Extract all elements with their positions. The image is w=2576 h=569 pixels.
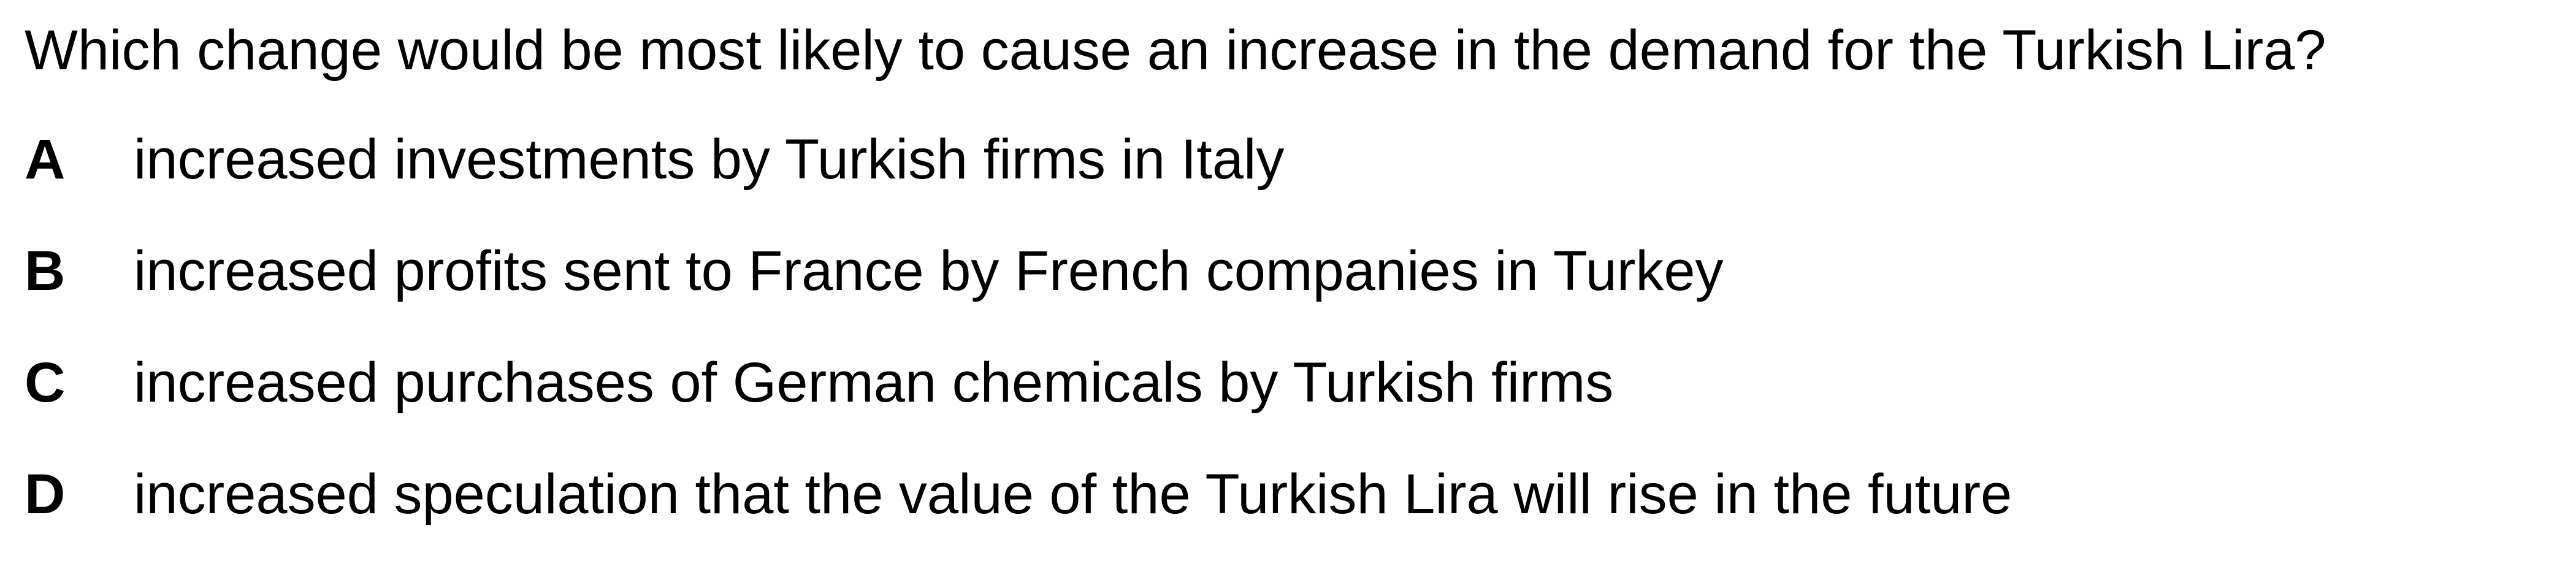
question-text: Which change would be most likely to cau… xyxy=(25,19,2326,82)
option-letter: B xyxy=(25,240,66,302)
option-text: increased purchases of German chemicals … xyxy=(134,351,1614,414)
option-text: increased speculation that the value of … xyxy=(134,463,2012,525)
option-text: increased investments by Turkish firms i… xyxy=(134,128,1285,191)
option-text: increased profits sent to France by Fren… xyxy=(134,240,1724,302)
exam-question-page: Which change would be most likely to cau… xyxy=(25,19,2326,525)
option-b[interactable]: B increased profits sent to France by Fr… xyxy=(25,234,2551,346)
option-a[interactable]: A increased investments by Turkish firms… xyxy=(25,123,2551,234)
option-letter: C xyxy=(25,351,66,414)
option-letter: D xyxy=(25,463,66,525)
answer-options: A increased investments by Turkish firms… xyxy=(25,123,2551,569)
option-letter: A xyxy=(25,128,66,191)
option-d[interactable]: D increased speculation that the value o… xyxy=(25,457,2551,569)
option-c[interactable]: C increased purchases of German chemical… xyxy=(25,346,2551,457)
